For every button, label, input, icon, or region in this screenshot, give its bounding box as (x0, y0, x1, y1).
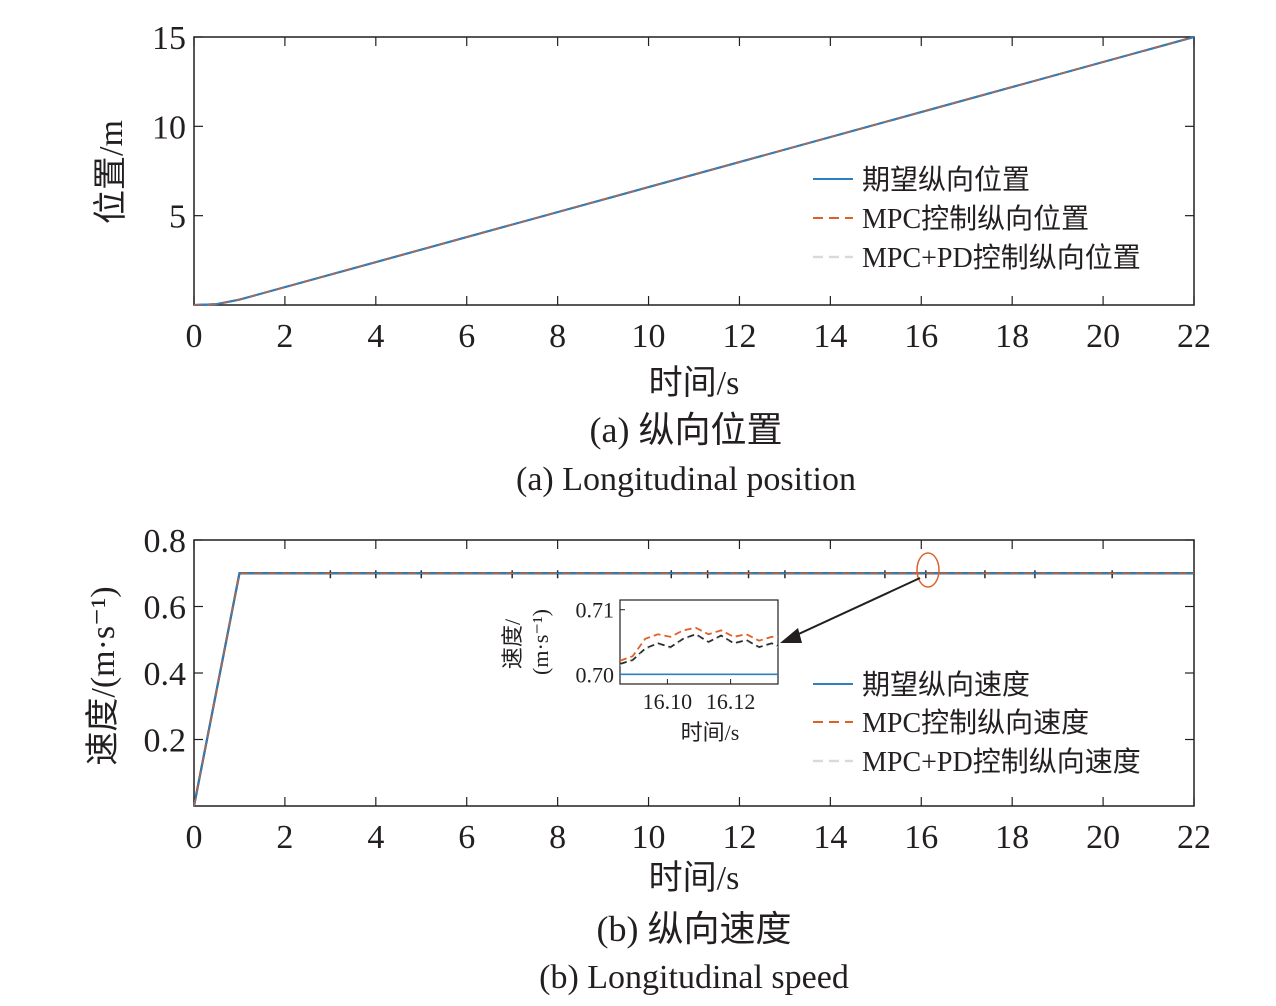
inset-series-mpcpd-overlay (619, 634, 779, 666)
zoom-highlight-ellipse (916, 552, 940, 588)
speed-y-axis-label: 速度/(m·s⁻¹) (84, 586, 122, 765)
position-y-tick-label: 10 (152, 109, 186, 146)
position-x-tick-label: 2 (276, 318, 293, 355)
speed-y-tick-label: 0.8 (144, 523, 187, 560)
position-y-tick-label: 15 (152, 20, 186, 57)
position-x-tick-label: 16 (904, 318, 938, 355)
legend-label-desired-speed: 期望纵向速度 (862, 669, 1030, 701)
position-legend: 期望纵向位置 MPC控制纵向位置 MPC+PD控制纵向位置 (813, 164, 1141, 274)
speed-x-tick-label: 20 (1086, 819, 1120, 856)
position-x-ticks: 0 2 4 6 8 10 12 14 16 18 20 22 (186, 37, 1211, 355)
inset-y-axis-label-2: (m·s⁻¹) (528, 609, 553, 675)
position-y-axis-label: 位置/m (92, 120, 130, 224)
speed-x-tick-label: 4 (367, 819, 384, 856)
position-x-tick-label: 14 (813, 318, 847, 355)
speed-legend: 期望纵向速度 MPC控制纵向速度 MPC+PD控制纵向速度 (813, 669, 1141, 778)
speed-y-tick-label: 0.4 (144, 656, 187, 693)
series-mpc-speed (193, 572, 1194, 807)
position-x-tick-label: 4 (367, 318, 384, 355)
legend-label-mpcpd-position: MPC+PD控制纵向位置 (862, 242, 1141, 274)
position-x-tick-label: 12 (722, 318, 756, 355)
speed-x-tick-label: 16 (904, 819, 938, 856)
zoom-arrow-head (780, 628, 802, 643)
speed-x-tick-label: 10 (632, 819, 666, 856)
legend-label-mpc-speed: MPC控制纵向速度 (862, 707, 1089, 739)
speed-x-ticks: 0 2 4 6 8 10 12 14 16 18 20 22 (186, 540, 1211, 856)
speed-caption-cn: (b) 纵向速度 (597, 909, 792, 949)
speed-caption-en: (b) Longitudinal speed (539, 959, 849, 996)
position-caption-cn: (a) 纵向位置 (590, 410, 783, 450)
speed-x-tick-label: 8 (549, 819, 566, 856)
speed-x-tick-label: 0 (186, 819, 203, 856)
position-x-tick-label: 0 (186, 318, 203, 355)
position-x-tick-label: 18 (995, 318, 1029, 355)
speed-x-tick-label: 6 (458, 819, 475, 856)
position-y-tick-label: 5 (169, 199, 186, 236)
speed-x-tick-label: 22 (1177, 819, 1211, 856)
inset-series (619, 626, 779, 676)
speed-chart: 0 2 4 6 8 10 12 14 16 18 20 22 0.20.40.60.8 16.10 16… (84, 523, 1211, 996)
inset-x-tick-label: 16.12 (706, 689, 756, 714)
inset-series-mpc (619, 626, 778, 662)
speed-x-tick-label: 18 (995, 819, 1029, 856)
position-chart: 0 2 4 6 8 10 12 14 16 18 20 22 5 10 15 期望纵向位置 MPC控制纵向… (92, 20, 1211, 498)
position-x-axis-label: 时间/s (649, 365, 740, 402)
inset-y-tick-label: 0.70 (576, 662, 615, 687)
inset-x-tick-label: 16.10 (643, 689, 693, 714)
position-y-ticks: 5 10 15 (152, 20, 1194, 236)
legend-label-mpc-position: MPC控制纵向位置 (862, 203, 1089, 235)
zoom-arrow-line (789, 577, 921, 639)
position-x-tick-label: 8 (549, 318, 566, 355)
inset-y-axis-label-1: 速度/ (500, 618, 525, 669)
position-caption-en: (a) Longitudinal position (516, 461, 856, 498)
speed-x-tick-label: 14 (813, 819, 847, 856)
inset-frame (619, 599, 779, 685)
speed-inset: 16.10 16.12 0.70 0.71 时间/s 速度/ (m·s⁻¹) (500, 598, 779, 745)
inset-x-axis-label: 时间/s (681, 720, 740, 745)
speed-x-tick-label: 2 (276, 819, 293, 856)
speed-y-ticks: 0.2 0.4 0.6 0.8 (144, 523, 1194, 760)
speed-series (192, 570, 1194, 807)
position-x-tick-label: 6 (458, 318, 475, 355)
legend-label-desired-position: 期望纵向位置 (862, 164, 1030, 196)
position-plot-frame (193, 36, 1195, 306)
speed-y-tick-label: 0.6 (144, 590, 187, 627)
inset-ticks: 16.10 16.12 0.70 0.71 (576, 598, 756, 714)
position-x-tick-label: 10 (632, 318, 666, 355)
position-x-tick-label: 20 (1086, 318, 1120, 355)
position-series (193, 36, 1195, 306)
speed-y-tick-label: 0.2 (144, 723, 187, 760)
position-x-tick-label: 22 (1177, 318, 1211, 355)
speed-x-axis-label: 时间/s (649, 860, 740, 897)
inset-y-tick-label: 0.71 (576, 598, 615, 623)
speed-x-tick-label: 12 (722, 819, 756, 856)
inset-series-mpcpd (619, 633, 779, 665)
legend-label-mpcpd-speed: MPC+PD控制纵向速度 (862, 746, 1141, 778)
series-mpc-position (193, 36, 1195, 306)
